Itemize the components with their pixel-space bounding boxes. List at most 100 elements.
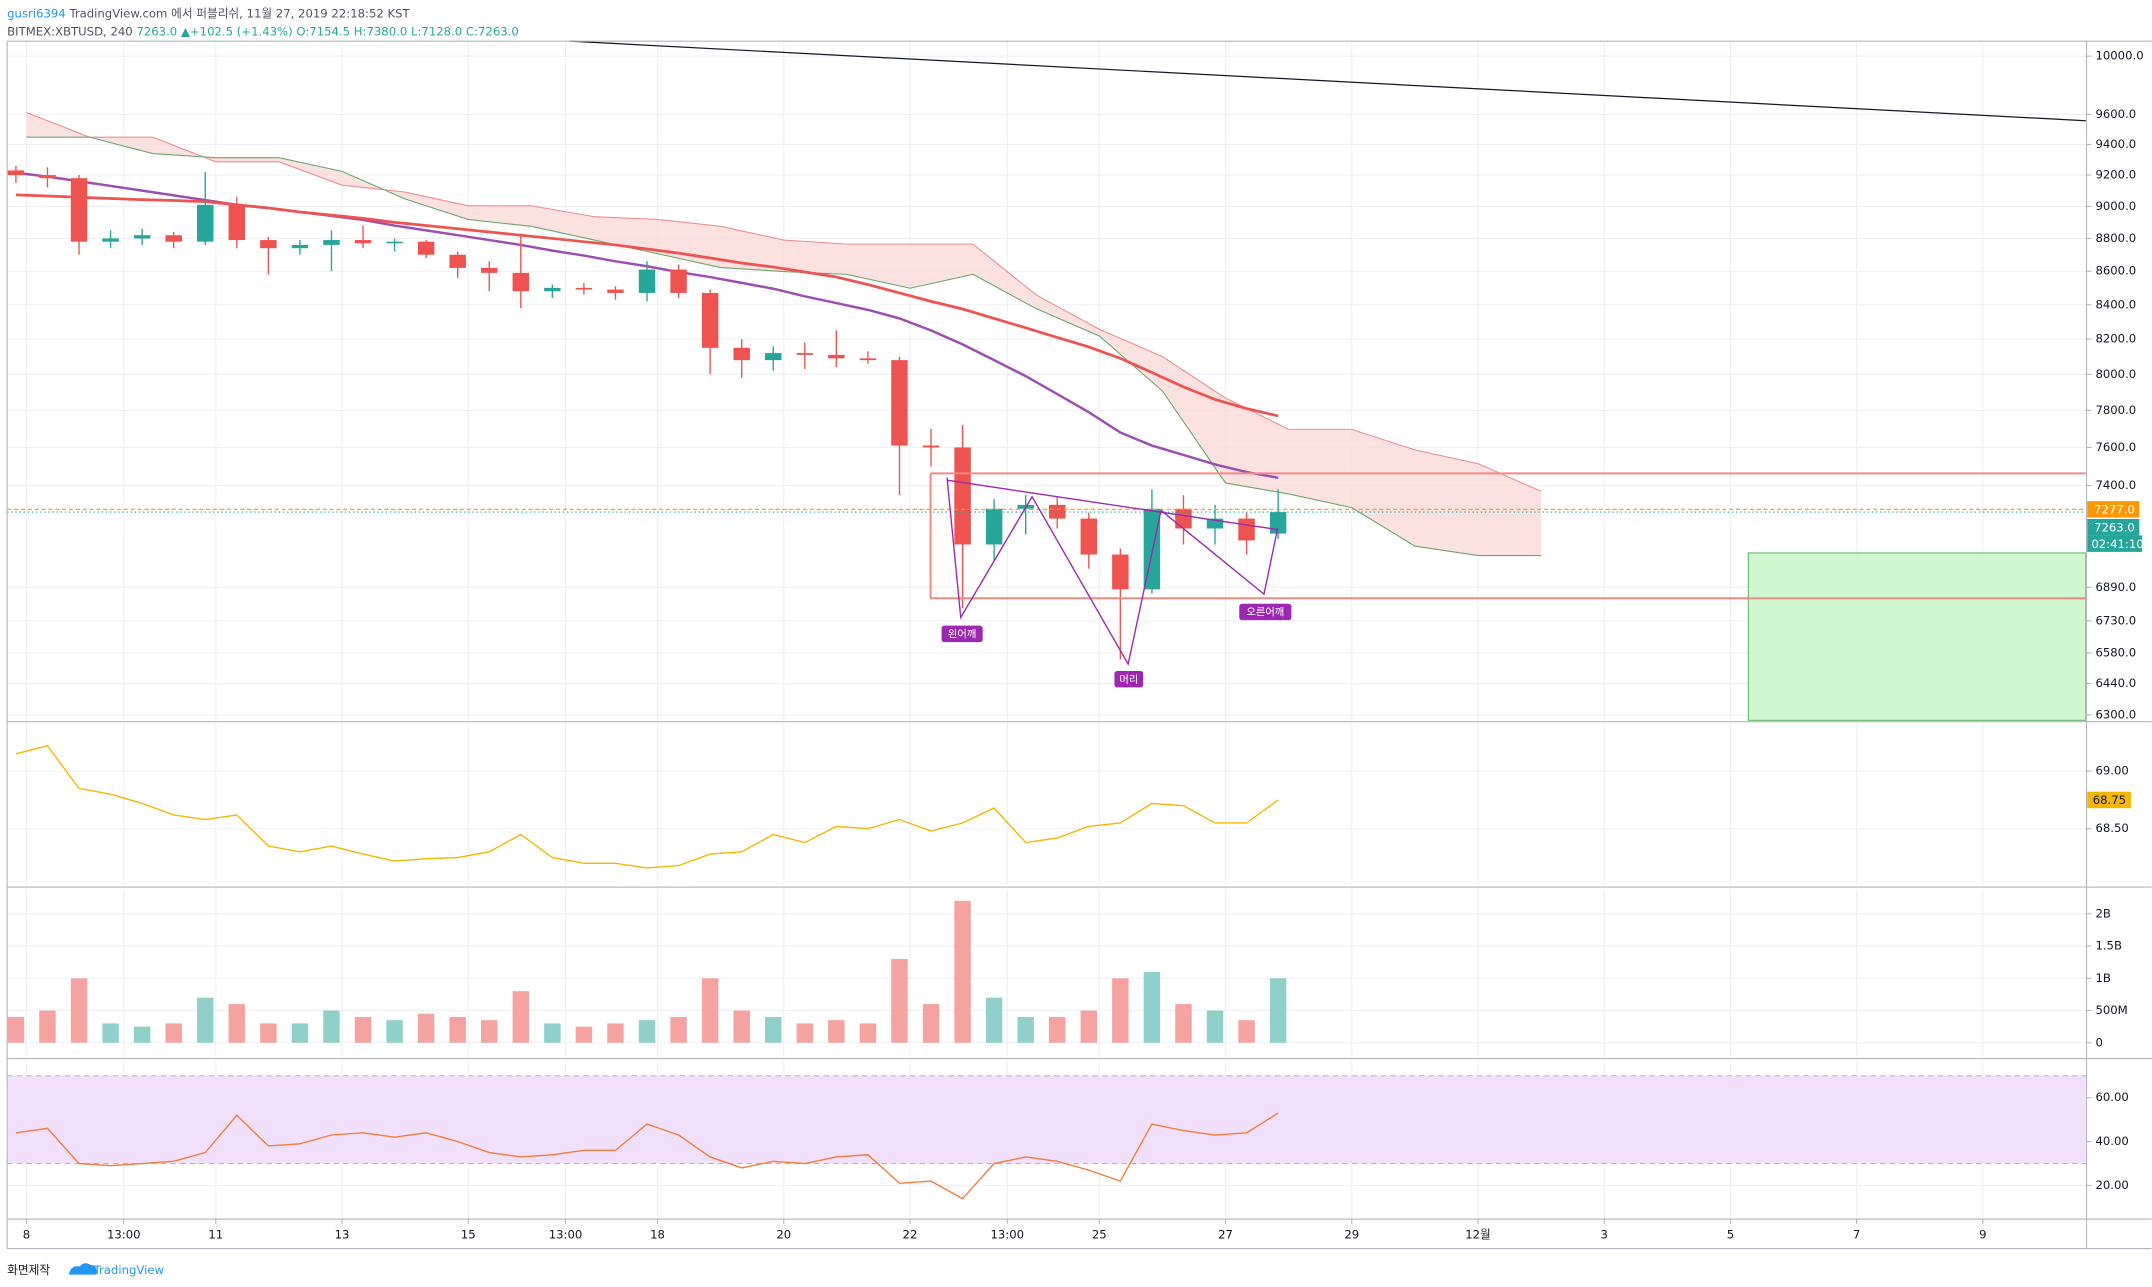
band <box>7 1075 2086 1164</box>
y-tick-label: 7800.0 <box>2095 403 2136 417</box>
volume-bar <box>922 1004 940 1043</box>
candle-body <box>228 204 246 241</box>
y-tick-label: 10000.0 <box>2095 49 2143 63</box>
x-tick-label: 27 <box>1218 1227 1233 1241</box>
annotation: 왼어깨 <box>948 629 976 641</box>
volume-bar <box>197 997 214 1043</box>
volume-bar <box>39 1010 56 1043</box>
frame <box>6 40 2152 1250</box>
y-tick-label: 8400.0 <box>2095 297 2136 311</box>
candle-body <box>197 204 214 242</box>
volume-bar <box>701 978 719 1043</box>
annotation: 머리 <box>1119 674 1138 686</box>
volume-bar <box>891 958 908 1043</box>
volume-bar <box>985 997 1003 1043</box>
volume-bar <box>575 1026 593 1043</box>
x-tick-label: 18 <box>650 1227 665 1241</box>
volume-bar <box>7 1016 25 1043</box>
y-tick-label: 8200.0 <box>2095 332 2136 346</box>
last-value-box <box>2087 791 2132 809</box>
trend-line <box>569 40 2086 122</box>
volume-bar <box>670 1016 687 1043</box>
candle-body <box>1175 508 1192 529</box>
candle-body <box>323 240 340 245</box>
volume-bar <box>1143 971 1161 1043</box>
volume-bar <box>449 1016 466 1043</box>
y-tick-label: 6300.0 <box>2095 707 2136 721</box>
cloud <box>26 112 1542 556</box>
volume-bar <box>1017 1016 1034 1043</box>
candle-body <box>1238 518 1255 541</box>
head-shoulders <box>946 477 1279 666</box>
candle-body <box>260 240 277 249</box>
volume-bar <box>796 1023 814 1043</box>
ohlc: H:7380.0 <box>354 24 407 38</box>
candle-body <box>575 287 593 290</box>
volume-bar <box>607 1023 624 1043</box>
symbol: BITMEX:XBTUSD, 240 <box>7 24 133 38</box>
candle-body <box>1080 518 1098 555</box>
candle-body <box>733 347 750 361</box>
candle-body <box>796 353 814 355</box>
candle-body <box>828 354 845 359</box>
logo <box>68 1263 97 1275</box>
candle-body <box>291 244 309 249</box>
target-box <box>1747 552 2087 721</box>
x-tick-label: 3 <box>1600 1227 1607 1241</box>
y-tick-label: 9400.0 <box>2095 137 2136 151</box>
volume-bar <box>102 1023 119 1043</box>
candle-body <box>954 447 971 545</box>
volume-bar <box>1175 1004 1192 1043</box>
x-tick-label: 9 <box>1979 1227 1986 1241</box>
volume-bar <box>228 1004 246 1043</box>
candle-body <box>512 272 530 292</box>
annotation-box <box>1114 670 1144 688</box>
x-tick-label: 20 <box>776 1227 791 1241</box>
countdown: 02:41:10 <box>2091 537 2143 551</box>
candle-body <box>1112 554 1129 590</box>
x-tick-label: 7 <box>1853 1227 1860 1241</box>
published: TradingView.com 에서 퍼블리쉬, 11월 27, 2019 22… <box>68 6 410 20</box>
volume-bar <box>954 900 971 1043</box>
candle-body <box>701 292 719 348</box>
last-price: 7263.0 <box>136 24 177 38</box>
candle-body <box>165 235 182 242</box>
candle-body <box>102 238 119 242</box>
price-label-box <box>2087 518 2140 536</box>
volume-bar <box>512 991 530 1043</box>
ohlc: C:7263.0 <box>466 24 519 38</box>
price-label: 7277.0 <box>2094 503 2135 517</box>
annotation: 오른어깨 <box>1246 607 1284 619</box>
volume-bar <box>386 1020 403 1043</box>
volume-bar <box>828 1020 845 1043</box>
footer-brand: TradingView <box>93 1263 165 1277</box>
volume-bar <box>638 1020 656 1043</box>
y-tick-label: 6440.0 <box>2095 676 2136 690</box>
candle-body <box>1206 518 1224 529</box>
change: ▲+102.5 (+1.43%) <box>181 24 293 38</box>
volume-bar <box>165 1023 182 1043</box>
y-tick-label: 60.00 <box>2095 1090 2128 1104</box>
annotation-box <box>1239 603 1292 621</box>
x-tick-label: 11 <box>208 1227 223 1241</box>
countdown-box <box>2087 535 2143 552</box>
candle-body <box>386 241 403 244</box>
candle-body <box>607 289 624 293</box>
y-tick-label: 7400.0 <box>2095 478 2136 492</box>
candle-body <box>544 287 561 292</box>
price-label: 7263.0 <box>2094 520 2135 534</box>
volume-bar <box>733 1010 750 1043</box>
volume-bar <box>70 978 88 1043</box>
volume-bar <box>1112 978 1129 1043</box>
y-tick-label: 2B <box>2095 906 2110 920</box>
x-tick-label: 13:00 <box>107 1227 141 1241</box>
y-tick-label: 500M <box>2095 1003 2127 1017</box>
y-tick-label: 1B <box>2095 971 2110 985</box>
neckline <box>946 479 1278 531</box>
volume-bar <box>417 1013 435 1043</box>
candle-body <box>765 353 782 361</box>
candle-body <box>7 170 25 176</box>
candle-body <box>670 269 687 293</box>
volume-bar <box>481 1020 498 1043</box>
volume-bar <box>1269 978 1287 1043</box>
